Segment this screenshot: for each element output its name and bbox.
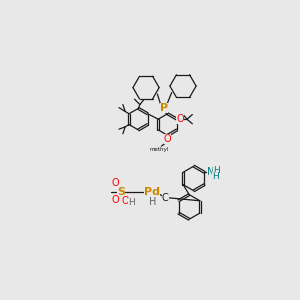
Text: H: H <box>213 166 219 175</box>
Text: O: O <box>122 196 129 206</box>
Text: H: H <box>148 197 156 207</box>
Text: S: S <box>117 187 125 196</box>
Text: P: P <box>160 103 168 112</box>
Text: O: O <box>111 178 119 188</box>
Text: C: C <box>162 193 169 203</box>
Text: methyl: methyl <box>149 148 169 152</box>
Text: O: O <box>111 195 119 205</box>
Text: O: O <box>176 114 184 124</box>
Text: Pd: Pd <box>144 187 160 196</box>
Text: H: H <box>212 172 219 181</box>
Text: H: H <box>128 198 135 207</box>
Text: O: O <box>164 134 171 144</box>
Text: N: N <box>207 167 214 177</box>
